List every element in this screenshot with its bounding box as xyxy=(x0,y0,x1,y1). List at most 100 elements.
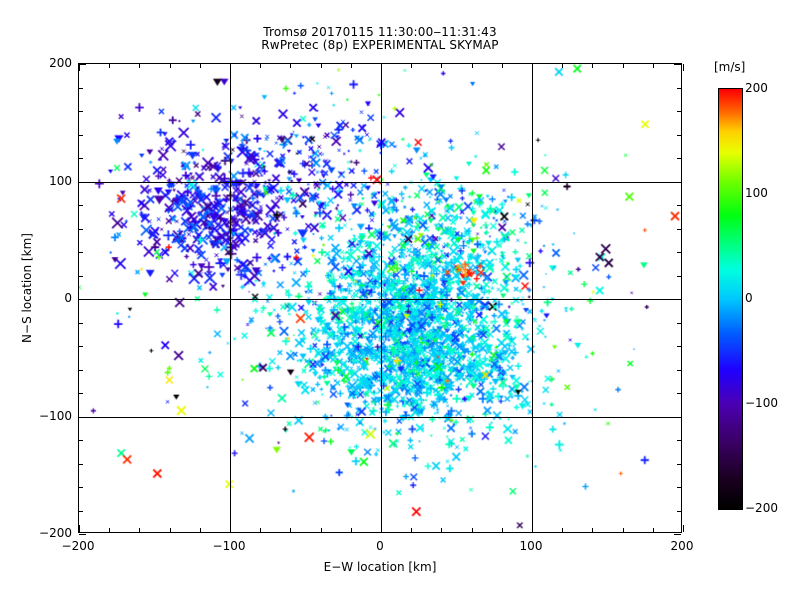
x-tick-label: 100 xyxy=(519,539,543,553)
y-axis-label: N−S location [km] xyxy=(20,233,34,343)
y-minor-tick xyxy=(677,440,681,441)
y-minor-tick xyxy=(79,323,83,324)
x-minor-tick xyxy=(170,64,171,68)
y-major-tick xyxy=(674,64,681,65)
gridline-vertical xyxy=(230,64,231,532)
y-minor-tick xyxy=(79,88,83,89)
x-minor-tick xyxy=(562,528,563,532)
x-minor-tick xyxy=(441,528,442,532)
x-minor-tick xyxy=(139,64,140,68)
x-tick-label: −200 xyxy=(61,539,95,553)
y-minor-tick xyxy=(79,370,83,371)
x-minor-tick xyxy=(623,64,624,68)
x-minor-tick xyxy=(260,64,261,68)
x-major-tick xyxy=(381,525,382,532)
y-major-tick xyxy=(79,534,86,535)
y-minor-tick xyxy=(79,511,83,512)
y-minor-tick xyxy=(677,252,681,253)
y-minor-tick xyxy=(79,440,83,441)
x-minor-tick xyxy=(472,528,473,532)
x-minor-tick xyxy=(321,528,322,532)
y-minor-tick xyxy=(79,346,83,347)
y-minor-tick xyxy=(677,158,681,159)
gridline-horizontal xyxy=(79,299,681,300)
x-minor-tick xyxy=(411,64,412,68)
y-minor-tick xyxy=(79,158,83,159)
y-minor-tick xyxy=(677,393,681,394)
x-minor-tick xyxy=(260,528,261,532)
y-major-tick xyxy=(79,182,86,183)
gridline-horizontal xyxy=(79,417,681,418)
x-minor-tick xyxy=(502,528,503,532)
y-minor-tick xyxy=(677,111,681,112)
colorbar xyxy=(718,88,743,510)
colorbar-tick-label: 100 xyxy=(745,186,768,200)
y-tick-label: −200 xyxy=(39,526,72,540)
x-minor-tick xyxy=(109,64,110,68)
y-major-tick xyxy=(674,417,681,418)
y-major-tick xyxy=(79,299,86,300)
colorbar-gradient xyxy=(719,89,742,509)
y-minor-tick xyxy=(79,229,83,230)
x-minor-tick xyxy=(653,528,654,532)
x-major-tick xyxy=(683,64,684,71)
x-minor-tick xyxy=(623,528,624,532)
scatter-plot-canvas xyxy=(79,64,681,532)
x-major-tick xyxy=(381,64,382,71)
y-major-tick xyxy=(674,182,681,183)
x-minor-tick xyxy=(200,64,201,68)
y-minor-tick xyxy=(79,393,83,394)
y-minor-tick xyxy=(677,511,681,512)
x-minor-tick xyxy=(109,528,110,532)
y-minor-tick xyxy=(677,88,681,89)
y-minor-tick xyxy=(79,276,83,277)
gridline-horizontal xyxy=(79,182,681,183)
colorbar-tick-label: −200 xyxy=(745,501,778,515)
colorbar-group: [m/s] 200 100 0 −100 −200 xyxy=(712,60,800,530)
gridline-vertical xyxy=(532,64,533,532)
x-major-tick xyxy=(79,525,80,532)
x-major-tick xyxy=(683,525,684,532)
y-major-tick xyxy=(79,64,86,65)
x-minor-tick xyxy=(592,64,593,68)
y-minor-tick xyxy=(79,135,83,136)
x-major-tick xyxy=(532,525,533,532)
y-minor-tick xyxy=(677,346,681,347)
y-minor-tick xyxy=(677,276,681,277)
x-minor-tick xyxy=(290,64,291,68)
chart-title: Tromsø 20170115 11:30:00‒11:31:43 RwPret… xyxy=(0,26,760,52)
y-major-tick xyxy=(674,534,681,535)
y-major-tick xyxy=(674,299,681,300)
colorbar-tick-label: 0 xyxy=(745,291,753,305)
x-minor-tick xyxy=(200,528,201,532)
x-minor-tick xyxy=(441,64,442,68)
x-major-tick xyxy=(79,64,80,71)
x-minor-tick xyxy=(411,528,412,532)
y-minor-tick xyxy=(677,464,681,465)
x-major-tick xyxy=(532,64,533,71)
x-minor-tick xyxy=(653,64,654,68)
y-tick-label: 100 xyxy=(49,173,72,188)
y-minor-tick xyxy=(677,205,681,206)
x-tick-label: 0 xyxy=(376,539,384,553)
y-tick-label: 200 xyxy=(49,56,72,70)
y-minor-tick xyxy=(677,135,681,136)
x-minor-tick xyxy=(472,64,473,68)
x-minor-tick xyxy=(170,528,171,532)
colorbar-tick-label: 200 xyxy=(745,81,768,95)
x-tick-label: 200 xyxy=(670,539,694,553)
y-minor-tick xyxy=(677,370,681,371)
y-minor-tick xyxy=(79,111,83,112)
x-minor-tick xyxy=(502,64,503,68)
x-minor-tick xyxy=(139,528,140,532)
y-minor-tick xyxy=(79,464,83,465)
y-minor-tick xyxy=(677,229,681,230)
y-minor-tick xyxy=(677,323,681,324)
colorbar-unit-label: [m/s] xyxy=(714,60,746,74)
y-major-tick xyxy=(79,417,86,418)
x-minor-tick xyxy=(351,64,352,68)
y-tick-label: −100 xyxy=(39,408,72,423)
gridline-vertical xyxy=(381,64,382,532)
y-minor-tick xyxy=(677,487,681,488)
